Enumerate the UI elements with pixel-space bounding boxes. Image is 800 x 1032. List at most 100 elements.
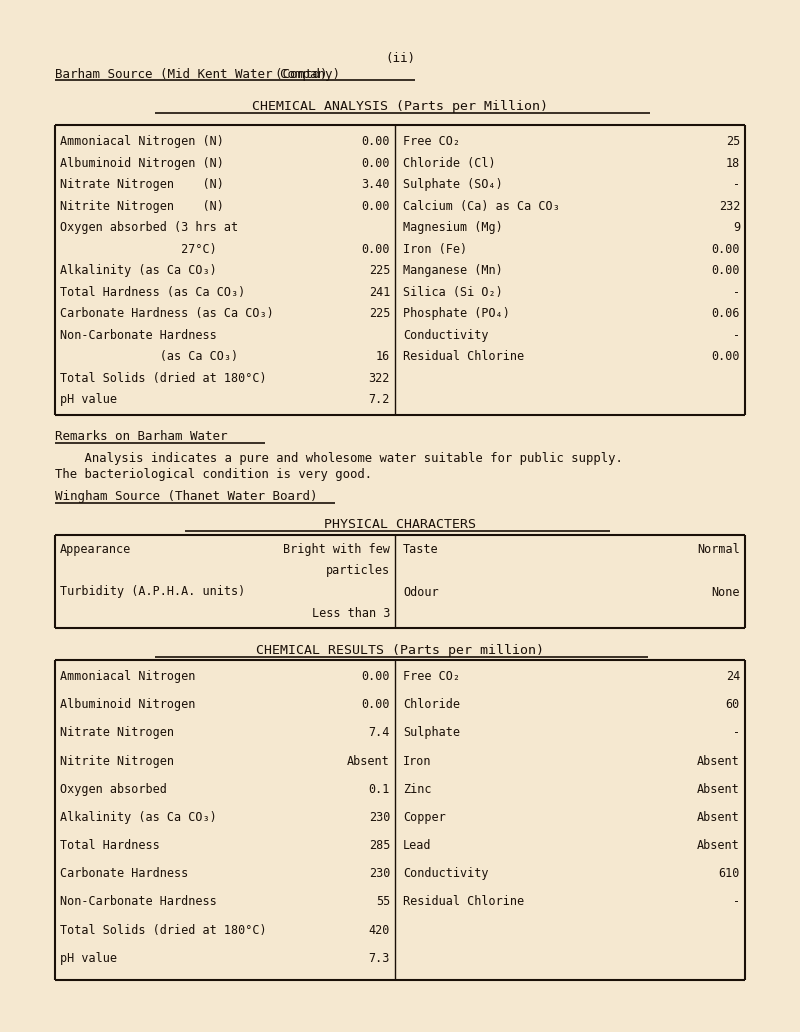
Text: Turbidity (A.P.H.A. units): Turbidity (A.P.H.A. units) — [60, 585, 246, 599]
Text: 420: 420 — [369, 924, 390, 937]
Text: 7.2: 7.2 — [369, 393, 390, 407]
Text: Oxygen absorbed (3 hrs at: Oxygen absorbed (3 hrs at — [60, 221, 238, 234]
Text: 25: 25 — [726, 135, 740, 148]
Text: 322: 322 — [369, 372, 390, 385]
Text: Absent: Absent — [347, 754, 390, 768]
Text: Sulphate: Sulphate — [403, 727, 460, 739]
Text: 7.4: 7.4 — [369, 727, 390, 739]
Text: Iron: Iron — [403, 754, 431, 768]
Text: Manganese (Mn): Manganese (Mn) — [403, 264, 502, 278]
Text: PHYSICAL CHARACTERS: PHYSICAL CHARACTERS — [324, 518, 476, 531]
Text: 0.1: 0.1 — [369, 782, 390, 796]
Text: Odour: Odour — [403, 585, 438, 599]
Text: CHEMICAL ANALYSIS (Parts per Million): CHEMICAL ANALYSIS (Parts per Million) — [252, 100, 548, 112]
Text: -: - — [733, 329, 740, 342]
Text: 9: 9 — [733, 221, 740, 234]
Text: 27°C): 27°C) — [60, 243, 217, 256]
Text: 0.00: 0.00 — [362, 243, 390, 256]
Text: Free CO₂: Free CO₂ — [403, 670, 460, 683]
Text: -: - — [733, 896, 740, 908]
Text: Appearance: Appearance — [60, 543, 131, 556]
Text: 0.00: 0.00 — [711, 243, 740, 256]
Text: Iron (Fe): Iron (Fe) — [403, 243, 467, 256]
Text: 0.00: 0.00 — [711, 351, 740, 363]
Text: 0.00: 0.00 — [362, 199, 390, 213]
Text: 232: 232 — [718, 199, 740, 213]
Text: Nitrate Nitrogen: Nitrate Nitrogen — [60, 727, 174, 739]
Text: Absent: Absent — [698, 839, 740, 852]
Text: 285: 285 — [369, 839, 390, 852]
Text: Nitrite Nitrogen: Nitrite Nitrogen — [60, 754, 174, 768]
Text: 0.00: 0.00 — [711, 264, 740, 278]
Text: 230: 230 — [369, 811, 390, 824]
Text: Residual Chlorine: Residual Chlorine — [403, 896, 524, 908]
Text: Oxygen absorbed: Oxygen absorbed — [60, 782, 167, 796]
Text: 7.3: 7.3 — [369, 952, 390, 965]
Text: Bright with few: Bright with few — [283, 543, 390, 556]
Text: Carbonate Hardness: Carbonate Hardness — [60, 867, 188, 880]
Text: 230: 230 — [369, 867, 390, 880]
Text: None: None — [711, 585, 740, 599]
Text: Analysis indicates a pure and wholesome water suitable for public supply.: Analysis indicates a pure and wholesome … — [55, 452, 623, 465]
Text: Magnesium (Mg): Magnesium (Mg) — [403, 221, 502, 234]
Text: (ii): (ii) — [385, 52, 415, 65]
Text: 60: 60 — [726, 699, 740, 711]
Text: Conductivity: Conductivity — [403, 867, 489, 880]
Text: Chloride (Cl): Chloride (Cl) — [403, 157, 496, 169]
Text: Alkalinity (as Ca CO₃): Alkalinity (as Ca CO₃) — [60, 264, 217, 278]
Text: Carbonate Hardness (as Ca CO₃): Carbonate Hardness (as Ca CO₃) — [60, 308, 274, 320]
Text: 18: 18 — [726, 157, 740, 169]
Text: Chloride: Chloride — [403, 699, 460, 711]
Text: 0.06: 0.06 — [711, 308, 740, 320]
Text: Total Solids (dried at 180°C): Total Solids (dried at 180°C) — [60, 372, 266, 385]
Text: Alkalinity (as Ca CO₃): Alkalinity (as Ca CO₃) — [60, 811, 217, 824]
Text: -: - — [733, 179, 740, 191]
Text: Albuminoid Nitrogen: Albuminoid Nitrogen — [60, 699, 195, 711]
Text: Copper: Copper — [403, 811, 446, 824]
Text: -: - — [733, 727, 740, 739]
Text: 24: 24 — [726, 670, 740, 683]
Text: (as Ca CO₃): (as Ca CO₃) — [60, 351, 238, 363]
Text: 610: 610 — [718, 867, 740, 880]
Text: Wingham Source (Thanet Water Board): Wingham Source (Thanet Water Board) — [55, 490, 318, 503]
Text: The bacteriological condition is very good.: The bacteriological condition is very go… — [55, 467, 372, 481]
Text: 3.40: 3.40 — [362, 179, 390, 191]
Text: pH value: pH value — [60, 393, 117, 407]
Text: Total Hardness (as Ca CO₃): Total Hardness (as Ca CO₃) — [60, 286, 246, 299]
Text: 0.00: 0.00 — [362, 157, 390, 169]
Text: Ammoniacal Nitrogen (N): Ammoniacal Nitrogen (N) — [60, 135, 224, 148]
Text: (Contd): (Contd) — [260, 68, 328, 80]
Text: Taste: Taste — [403, 543, 438, 556]
Text: 16: 16 — [376, 351, 390, 363]
Text: CHEMICAL RESULTS (Parts per million): CHEMICAL RESULTS (Parts per million) — [256, 644, 544, 657]
Text: Total Hardness: Total Hardness — [60, 839, 160, 852]
Text: Free CO₂: Free CO₂ — [403, 135, 460, 148]
Text: Lead: Lead — [403, 839, 431, 852]
Text: Normal: Normal — [698, 543, 740, 556]
Text: Albuminoid Nitrogen (N): Albuminoid Nitrogen (N) — [60, 157, 224, 169]
Text: Calcium (Ca) as Ca CO₃: Calcium (Ca) as Ca CO₃ — [403, 199, 560, 213]
Text: Nitrate Nitrogen    (N): Nitrate Nitrogen (N) — [60, 179, 224, 191]
Text: particles: particles — [326, 565, 390, 577]
Text: pH value: pH value — [60, 952, 117, 965]
Text: -: - — [733, 286, 740, 299]
Text: Zinc: Zinc — [403, 782, 431, 796]
Text: Absent: Absent — [698, 811, 740, 824]
Text: 55: 55 — [376, 896, 390, 908]
Text: Residual Chlorine: Residual Chlorine — [403, 351, 524, 363]
Text: Barham Source (Mid Kent Water Company): Barham Source (Mid Kent Water Company) — [55, 68, 340, 80]
Text: Nitrite Nitrogen    (N): Nitrite Nitrogen (N) — [60, 199, 224, 213]
Text: Remarks on Barham Water: Remarks on Barham Water — [55, 430, 227, 443]
Text: 225: 225 — [369, 308, 390, 320]
Text: Absent: Absent — [698, 782, 740, 796]
Text: 241: 241 — [369, 286, 390, 299]
Text: 0.00: 0.00 — [362, 670, 390, 683]
Text: Non-Carbonate Hardness: Non-Carbonate Hardness — [60, 896, 217, 908]
Text: 225: 225 — [369, 264, 390, 278]
Text: Sulphate (SO₄): Sulphate (SO₄) — [403, 179, 502, 191]
Text: Total Solids (dried at 180°C): Total Solids (dried at 180°C) — [60, 924, 266, 937]
Text: Non-Carbonate Hardness: Non-Carbonate Hardness — [60, 329, 217, 342]
Text: Less than 3: Less than 3 — [312, 607, 390, 620]
Text: Ammoniacal Nitrogen: Ammoniacal Nitrogen — [60, 670, 195, 683]
Text: Phosphate (PO₄): Phosphate (PO₄) — [403, 308, 510, 320]
